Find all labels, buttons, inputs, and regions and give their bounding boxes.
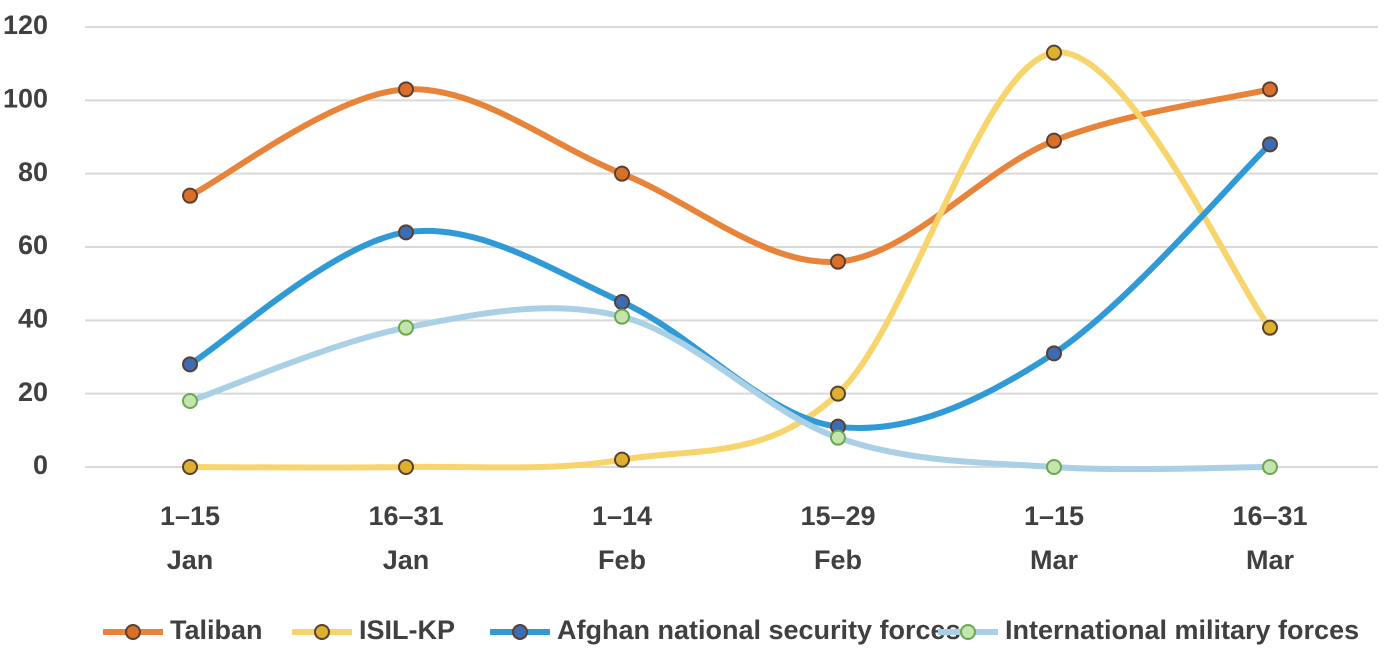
data-point bbox=[614, 165, 630, 182]
data-point bbox=[1262, 319, 1278, 336]
data-point bbox=[182, 356, 198, 373]
legend-marker bbox=[125, 624, 141, 640]
data-point bbox=[830, 253, 846, 270]
y-tick-label: 80 bbox=[18, 157, 48, 187]
y-tick-label: 40 bbox=[18, 303, 48, 333]
legend-label: Afghan national security forces bbox=[557, 615, 961, 645]
data-point bbox=[398, 81, 414, 98]
data-point bbox=[1262, 136, 1278, 153]
legend-marker bbox=[960, 624, 976, 640]
series-line bbox=[187, 305, 1273, 473]
x-tick-label: 16–31 bbox=[1232, 501, 1307, 531]
x-tick-label: Mar bbox=[1246, 545, 1295, 575]
series-line bbox=[187, 141, 1273, 431]
legend-label: Taliban bbox=[170, 615, 263, 645]
data-point bbox=[830, 429, 846, 446]
data-point bbox=[1046, 459, 1062, 475]
data-point bbox=[182, 459, 198, 475]
y-tick-label: 60 bbox=[18, 230, 48, 260]
data-point bbox=[830, 385, 846, 402]
x-tick-label: Jan bbox=[167, 545, 214, 575]
series-line bbox=[187, 49, 1273, 471]
x-tick-label: 1–14 bbox=[592, 501, 652, 531]
data-point bbox=[398, 459, 414, 475]
data-point bbox=[1262, 459, 1278, 475]
x-tick-label: 15–29 bbox=[800, 501, 875, 531]
x-tick-label: 1–15 bbox=[1024, 501, 1084, 531]
data-point bbox=[1046, 44, 1062, 61]
legend-marker bbox=[314, 624, 330, 640]
y-tick-label: 0 bbox=[33, 450, 48, 480]
legend-label: International military forces bbox=[1005, 615, 1359, 645]
y-tick-label: 120 bbox=[3, 10, 48, 40]
y-tick-label: 20 bbox=[18, 377, 48, 407]
data-point bbox=[614, 294, 630, 310]
x-tick-label: Mar bbox=[1030, 545, 1079, 575]
data-point bbox=[398, 224, 414, 241]
series-line bbox=[187, 86, 1273, 265]
data-point bbox=[398, 319, 414, 336]
x-tick-label: Feb bbox=[598, 545, 646, 575]
x-tick-label: 16–31 bbox=[368, 501, 443, 531]
y-tick-label: 100 bbox=[3, 83, 48, 113]
data-point bbox=[182, 393, 198, 409]
x-tick-label: 1–15 bbox=[160, 501, 220, 531]
data-point bbox=[182, 187, 198, 204]
legend-label: ISIL-KP bbox=[359, 615, 455, 645]
data-point bbox=[614, 451, 630, 468]
data-point bbox=[1046, 345, 1062, 362]
x-tick-label: Jan bbox=[383, 545, 430, 575]
data-point bbox=[614, 308, 630, 325]
data-point bbox=[1262, 81, 1278, 98]
legend-marker bbox=[512, 624, 528, 640]
data-point bbox=[1046, 132, 1062, 149]
x-tick-label: Feb bbox=[814, 545, 862, 575]
